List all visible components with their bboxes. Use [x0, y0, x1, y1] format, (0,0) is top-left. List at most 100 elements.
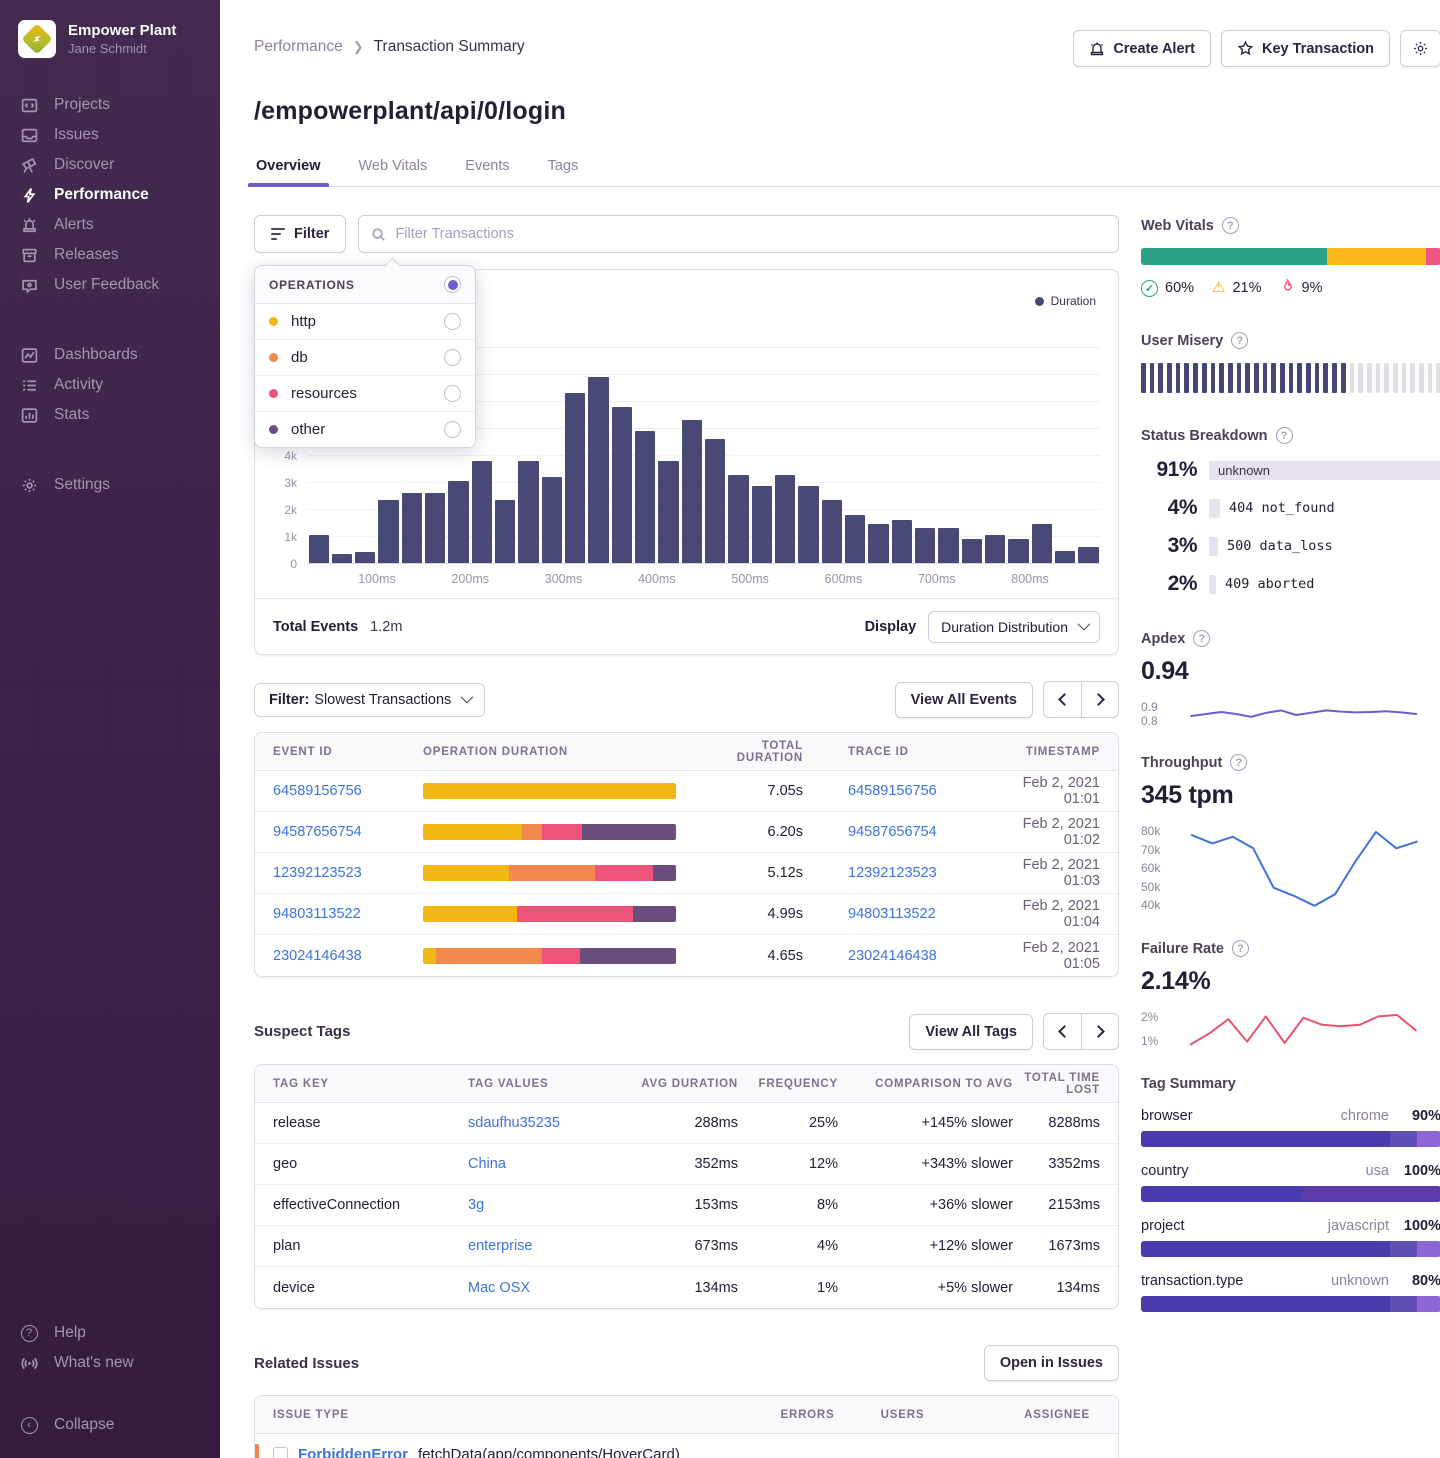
tab-web-vitals[interactable]: Web Vitals [358, 158, 428, 174]
sidebar-item-projects[interactable]: Projects [0, 90, 220, 120]
total-duration: 7.05s [767, 783, 803, 799]
tag-value-link[interactable]: Mac OSX [468, 1279, 531, 1296]
help-question-icon[interactable]: ? [1193, 630, 1211, 647]
tag-value-link[interactable]: China [468, 1156, 506, 1172]
comparison-to-avg: +36% slower [929, 1197, 1013, 1213]
trace-id-link[interactable]: 94587656754 [848, 824, 937, 840]
help-question-icon[interactable]: ? [1230, 754, 1248, 771]
create-alert-button[interactable]: Create Alert [1073, 30, 1211, 67]
issues-icon [20, 126, 38, 144]
operation-option-other[interactable]: other [255, 412, 475, 447]
tag-key: geo [273, 1156, 298, 1172]
help-question-icon[interactable]: ? [1232, 940, 1249, 957]
misery-segment [1427, 363, 1433, 393]
event-id-link[interactable]: 94587656754 [273, 824, 362, 840]
operation-radio[interactable] [444, 421, 461, 438]
event-id-link[interactable]: 94803113522 [273, 906, 361, 922]
prev-page-button[interactable] [1043, 681, 1081, 718]
sidebar-item-what-s-new[interactable]: What's new [0, 1348, 220, 1378]
histogram-bar [401, 492, 423, 563]
breadcrumb-performance[interactable]: Performance [254, 38, 343, 55]
sidebar-item-dashboards[interactable]: Dashboards [0, 340, 220, 370]
search-input[interactable] [395, 226, 1106, 242]
total-duration: 4.99s [767, 906, 803, 922]
sidebar-item-releases[interactable]: Releases [0, 240, 220, 270]
org-switcher[interactable]: Empower Plant Jane Schmidt [0, 16, 220, 76]
issue-checkbox[interactable] [273, 1447, 288, 1458]
help-question-icon[interactable]: ? [1221, 217, 1239, 234]
star-icon [1237, 40, 1254, 56]
x-axis-label: 700ms [917, 572, 956, 586]
trace-id-link[interactable]: 23024146438 [848, 947, 937, 964]
operation-duration-bar [423, 906, 676, 922]
sidebar-item-discover[interactable]: Discover [0, 150, 220, 180]
status-breakdown-title: Status Breakdown [1141, 427, 1268, 444]
sidebar-item-label: Settings [54, 476, 111, 493]
slowest-transactions-select[interactable]: Filter: Slowest Transactions [254, 682, 486, 717]
view-all-events-button[interactable]: View All Events [894, 681, 1033, 718]
chart-legend[interactable]: Duration [1034, 294, 1096, 308]
help-question-icon[interactable]: ? [1275, 427, 1293, 444]
tag-key: release [273, 1115, 321, 1131]
tab-events[interactable]: Events [465, 158, 510, 174]
operations-all-radio[interactable] [444, 276, 461, 293]
web-vitals-section: Web Vitals? ✓ 60% ⚠ 21% 9% [1141, 217, 1440, 298]
sidebar-item-help[interactable]: ? Help [0, 1318, 220, 1348]
sidebar-item-alerts[interactable]: Alerts [0, 210, 220, 240]
event-id-link[interactable]: 23024146438 [273, 947, 362, 964]
settings-gear-button[interactable] [1400, 30, 1440, 67]
tag-value-link[interactable]: sdaufhu35235 [468, 1115, 560, 1131]
event-table-row: 94803113522 4.99s 94803113522 Feb 2, 2021 0… [255, 894, 1118, 935]
key-transaction-button[interactable]: Key Transaction [1220, 30, 1390, 67]
event-id-link[interactable]: 64589156756 [273, 783, 362, 799]
operation-option-resources[interactable]: resources [255, 376, 475, 412]
display-select[interactable]: Duration Distribution [928, 610, 1100, 643]
operations-dropdown-header[interactable]: OPERATIONS [255, 266, 475, 304]
status-row: 91% unknown [1141, 458, 1440, 482]
help-question-icon[interactable]: ? [1231, 332, 1249, 349]
event-id-link[interactable]: 12392123523 [273, 865, 362, 881]
sidebar-item-collapse[interactable]: ‹ Collapse [0, 1410, 220, 1440]
sidebar-item-user-feedback[interactable]: User Feedback [0, 270, 220, 300]
operation-option-db[interactable]: db [255, 340, 475, 376]
filter-button[interactable]: Filter [254, 215, 347, 253]
next-page-button[interactable] [1081, 681, 1119, 718]
tag-summary-value: chrome [1340, 1108, 1389, 1124]
sidebar-item-label: Dashboards [54, 346, 138, 363]
x-axis-label: 800ms [1011, 572, 1049, 586]
sidebar-item-issues[interactable]: Issues [0, 120, 220, 150]
tab-tags[interactable]: Tags [547, 158, 579, 174]
failure-rate-value: 2.14% [1141, 967, 1211, 995]
failure-rate-title: Failure Rate [1141, 940, 1224, 957]
sidebar-item-stats[interactable]: Stats [0, 400, 220, 430]
apdex-line [1189, 709, 1417, 718]
trace-id-link[interactable]: 64589156756 [848, 783, 937, 799]
prev-page-button[interactable] [1043, 1013, 1081, 1050]
issue-type-link[interactable]: ForbiddenError [298, 1446, 409, 1458]
operation-radio[interactable] [444, 349, 461, 366]
frequency: 4% [817, 1238, 838, 1254]
tag-summary-row: project javascript 100% [1141, 1218, 1440, 1257]
y-axis-label: 2% [1141, 1010, 1159, 1024]
view-all-tags-button[interactable]: View All Tags [909, 1013, 1033, 1050]
open-in-issues-button[interactable]: Open in Issues [983, 1345, 1119, 1381]
timestamp: Feb 2, 2021 01:02 [1022, 816, 1100, 848]
sidebar-item-settings[interactable]: Settings [0, 470, 220, 500]
tag-value-link[interactable]: 3g [468, 1197, 485, 1213]
trace-id-link[interactable]: 12392123523 [848, 865, 937, 881]
sidebar-item-performance[interactable]: Performance [0, 180, 220, 210]
status-bar [1209, 536, 1218, 556]
sidebar-item-activity[interactable]: Activity [0, 370, 220, 400]
operation-radio[interactable] [444, 385, 461, 402]
column-header: ISSUE TYPE [273, 1408, 349, 1421]
tag-value-link[interactable]: enterprise [468, 1238, 533, 1254]
tab-overview[interactable]: Overview [248, 150, 328, 187]
tag-summary-key: project [1141, 1218, 1185, 1234]
tag-summary-bar [1141, 1296, 1440, 1312]
operation-radio[interactable] [444, 313, 461, 330]
tag-summary-percent: 80% [1411, 1273, 1440, 1289]
next-page-button[interactable] [1081, 1013, 1119, 1050]
operation-option-http[interactable]: http [255, 304, 475, 340]
trace-id-link[interactable]: 94803113522 [848, 906, 936, 922]
vitals-legend-item: 9% [1280, 277, 1322, 298]
